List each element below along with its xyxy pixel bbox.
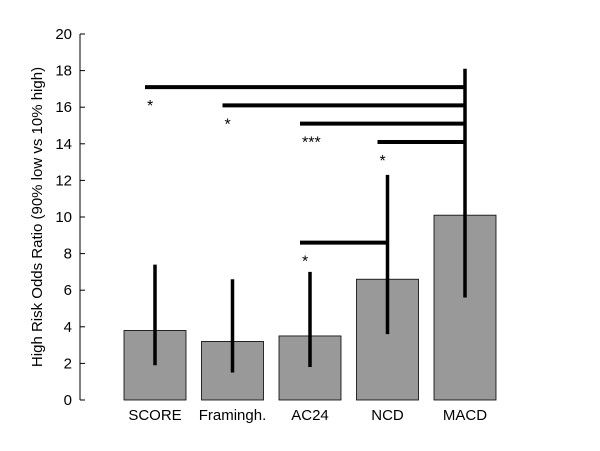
- y-axis-label: High Risk Odds Ratio (90% low vs 10% hig…: [29, 67, 46, 367]
- significance-label: *: [225, 116, 231, 133]
- category-labels: SCORE Framingh. AC24 NCD MACD: [128, 407, 487, 424]
- category-label: AC24: [291, 407, 329, 424]
- y-tick-label: 20: [55, 26, 72, 43]
- category-label: MACD: [443, 407, 487, 424]
- y-tick-label: 8: [64, 246, 72, 263]
- significance-brackets: *******: [145, 85, 465, 271]
- significance-label: *: [380, 153, 386, 170]
- y-tick-label: 12: [55, 172, 72, 189]
- significance-label: *: [147, 98, 153, 115]
- y-tick-label: 14: [55, 136, 72, 153]
- y-tick-label: 6: [64, 282, 72, 299]
- y-tick-label: 10: [55, 209, 72, 226]
- y-tick-label: 16: [55, 99, 72, 116]
- significance-label: ***: [302, 135, 321, 152]
- y-axis: 0 2 4 6 8 10 12 14 16 18 20: [55, 26, 85, 409]
- y-tick-label: 0: [64, 392, 72, 409]
- y-tick-label: 2: [64, 355, 72, 372]
- y-tick-label: 4: [64, 319, 72, 336]
- category-label: Framingh.: [199, 407, 267, 424]
- category-label: NCD: [371, 407, 404, 424]
- category-label: SCORE: [128, 407, 181, 424]
- significance-label: *: [302, 254, 308, 271]
- y-tick-label: 18: [55, 63, 72, 80]
